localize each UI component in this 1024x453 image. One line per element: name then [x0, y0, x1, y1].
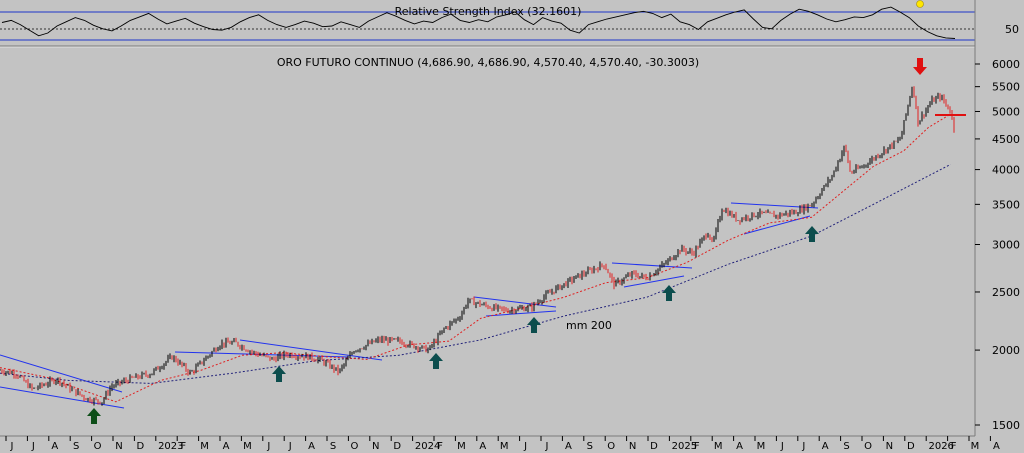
x-tick-label: J	[288, 441, 292, 452]
signal-arrows	[87, 58, 927, 424]
x-tick-label: F	[437, 441, 443, 452]
x-tick-label: N	[115, 441, 122, 452]
x-tick-label: A	[565, 441, 572, 452]
x-tick-label: A	[223, 441, 230, 452]
arrow-up-icon	[527, 317, 541, 333]
arrow-up-icon	[87, 408, 101, 424]
y-tick-label: 2000	[992, 344, 1020, 357]
y-tick-label: 3500	[992, 198, 1020, 211]
x-tick-label: D	[650, 441, 658, 452]
trendline	[239, 339, 383, 361]
x-tick-label: S	[843, 441, 849, 452]
trendline	[0, 354, 123, 393]
x-tick-label: O	[607, 441, 615, 452]
y-tick-label: 1500	[992, 419, 1020, 432]
x-tick-label: A	[736, 441, 743, 452]
x-tick-label: N	[372, 441, 379, 452]
rsi-y-tick-label: 50	[1005, 23, 1019, 36]
arrow-up-icon	[429, 353, 443, 369]
y-axis: 1500 2000 2500 3000 3500 4000 4500 5000 5500 6000	[975, 58, 1020, 432]
y-tick-label: 5000	[992, 105, 1020, 118]
trendline	[485, 310, 557, 317]
arrow-up-icon	[805, 226, 819, 242]
x-tick-label: M	[971, 441, 980, 452]
x-tick-label: 2026	[928, 441, 953, 452]
arrow-up-icon	[272, 366, 286, 382]
rsi-panel: Relative Strength Index (32.1601) 50	[0, 0, 1019, 41]
x-tick-label: 2025	[672, 441, 697, 452]
x-tick-label: S	[587, 441, 593, 452]
x-tick-label: M	[500, 441, 509, 452]
x-tick-label: J	[801, 441, 805, 452]
x-tick-label: 2024	[415, 441, 440, 452]
x-tick-label: N	[629, 441, 636, 452]
trendline	[0, 386, 125, 409]
arrow-up-icon	[662, 285, 676, 301]
x-tick-label: J	[780, 441, 784, 452]
x-tick-label: A	[479, 441, 486, 452]
x-tick-label: M	[714, 441, 723, 452]
x-tick-label: J	[523, 441, 527, 452]
red-ma-line	[0, 113, 951, 403]
x-tick-label: A	[822, 441, 829, 452]
x-tick-label: N	[886, 441, 893, 452]
x-tick-label: S	[73, 441, 79, 452]
x-tick-label: F	[694, 441, 700, 452]
trendline	[623, 275, 685, 288]
mm200-annotation: mm 200	[566, 319, 612, 332]
x-tick-label: S	[330, 441, 336, 452]
rsi-title: Relative Strength Index (32.1601)	[395, 5, 582, 18]
x-tick-label: A	[308, 441, 315, 452]
y-tick-label: 2500	[992, 286, 1020, 299]
arrow-down-icon	[913, 58, 927, 75]
x-tick-label: J	[31, 441, 35, 452]
price-chart-title: ORO FUTURO CONTINUO (4,686.90, 4,686.90,…	[277, 56, 699, 69]
x-tick-label: 2023	[158, 441, 183, 452]
x-tick-label: M	[200, 441, 209, 452]
x-tick-label: M	[243, 441, 252, 452]
y-tick-label: 4000	[992, 164, 1020, 177]
y-tick-label: 6000	[992, 58, 1020, 71]
x-tick-label: O	[94, 441, 102, 452]
trendline	[611, 262, 693, 269]
x-tick-label: F	[180, 441, 186, 452]
x-tick-label: A	[993, 441, 1000, 452]
x-tick-label: J	[545, 441, 549, 452]
y-tick-label: 4500	[992, 133, 1020, 146]
x-tick-label: M	[457, 441, 466, 452]
y-tick-label: 5500	[992, 81, 1020, 94]
x-tick-label: J	[266, 441, 270, 452]
rsi-marker-icon	[916, 0, 924, 8]
x-tick-label: D	[907, 441, 915, 452]
x-tick-label: M	[757, 441, 766, 452]
y-tick-label: 3000	[992, 239, 1020, 252]
x-tick-label: O	[350, 441, 358, 452]
x-tick-label: D	[393, 441, 401, 452]
x-tick-label: J	[10, 441, 14, 452]
x-tick-label: F	[951, 441, 957, 452]
trendline	[473, 296, 557, 308]
mm200-line	[0, 163, 951, 384]
price-series	[0, 86, 955, 406]
x-tick-label: D	[137, 441, 145, 452]
x-tick-label: O	[864, 441, 872, 452]
x-tick-label: A	[51, 441, 58, 452]
rsi-series-line	[1, 6, 956, 39]
